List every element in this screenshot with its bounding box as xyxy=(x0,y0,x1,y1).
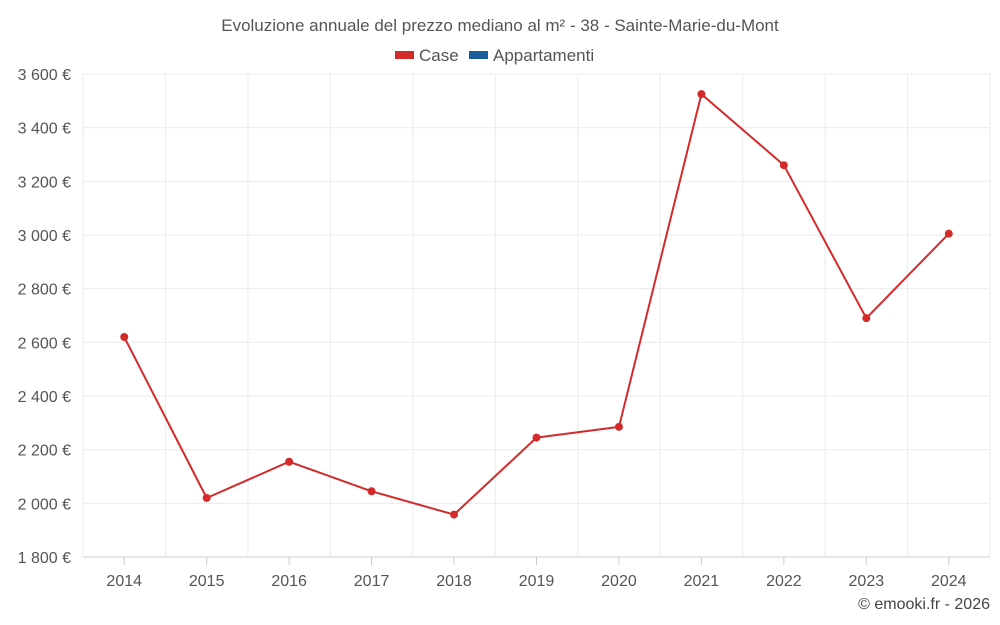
series-layer xyxy=(120,90,953,519)
x-tick-label: 2019 xyxy=(519,573,555,590)
legend-label: Appartamenti xyxy=(493,46,594,65)
x-tick-label: 2015 xyxy=(189,573,225,590)
x-tick-label: 2023 xyxy=(849,573,885,590)
y-tick-label: 1 800 € xyxy=(18,550,71,567)
legend-item-appartamenti[interactable]: Appartamenti xyxy=(469,46,594,65)
x-tick-label: 2024 xyxy=(931,573,967,590)
legend-swatch xyxy=(469,51,488,59)
y-axis: 1 800 € 2 000 € 2 200 € 2 400 € 2 600 € 2 800… xyxy=(18,67,71,567)
x-tick-label: 2017 xyxy=(354,573,390,590)
x-tick-label: 2014 xyxy=(106,573,142,590)
legend-label: Case xyxy=(419,46,459,65)
data-point-2024[interactable] xyxy=(944,229,953,238)
grid xyxy=(82,73,991,558)
data-point-2014[interactable] xyxy=(120,332,129,341)
x-tick-label: 2022 xyxy=(766,573,802,590)
legend-swatch xyxy=(395,51,414,59)
legend: Case Appartamenti xyxy=(395,46,594,65)
data-point-2017[interactable] xyxy=(367,487,376,496)
y-tick-label: 2 400 € xyxy=(18,389,71,406)
data-point-2018[interactable] xyxy=(450,510,459,519)
y-tick-label: 3 600 € xyxy=(18,67,71,84)
data-point-2021[interactable] xyxy=(697,90,706,99)
data-point-2015[interactable] xyxy=(202,493,211,502)
y-tick-label: 3 200 € xyxy=(18,174,71,191)
y-tick-label: 2 200 € xyxy=(18,443,71,460)
y-tick-label: 2 800 € xyxy=(18,282,71,299)
x-axis: 2014 2015 2016 2017 2018 2019 2020 2021 2022 2023… xyxy=(106,557,967,590)
data-point-2023[interactable] xyxy=(862,314,871,323)
data-point-2020[interactable] xyxy=(614,422,623,431)
x-tick-label: 2016 xyxy=(271,573,307,590)
x-tick-label: 2021 xyxy=(684,573,720,590)
credit-text: © emooki.fr - 2026 xyxy=(858,596,990,613)
y-tick-label: 3 400 € xyxy=(18,121,71,138)
y-tick-label: 3 000 € xyxy=(18,228,71,245)
y-tick-label: 2 600 € xyxy=(18,335,71,352)
data-point-2016[interactable] xyxy=(285,457,294,466)
x-tick-label: 2020 xyxy=(601,573,637,590)
data-point-2019[interactable] xyxy=(532,433,541,442)
chart-title: Evoluzione annuale del prezzo mediano al… xyxy=(221,16,779,35)
y-tick-label: 2 000 € xyxy=(18,496,71,513)
x-tick-label: 2018 xyxy=(436,573,472,590)
data-point-2022[interactable] xyxy=(779,161,788,170)
legend-item-case[interactable]: Case xyxy=(395,46,459,65)
